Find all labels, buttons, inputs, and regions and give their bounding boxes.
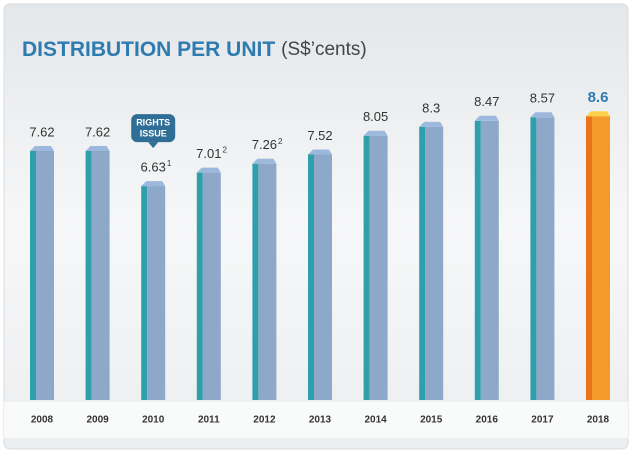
x-tick-label: 2012 (253, 415, 276, 426)
bar (147, 186, 166, 400)
bar-cap (586, 111, 610, 117)
bar (369, 135, 388, 400)
bar-cap (85, 145, 110, 151)
bar-cap (474, 115, 499, 121)
x-tick-label: 2016 (476, 415, 499, 426)
bar-side (308, 154, 314, 400)
category-strip (4, 402, 628, 438)
value-label: 7.52 (307, 128, 332, 143)
bar (314, 154, 332, 400)
title: DISTRIBUTION PER UNIT (22, 38, 275, 61)
bar-side (252, 163, 259, 400)
annotation-box (131, 114, 176, 143)
annotation-text: RIGHTS (136, 117, 170, 127)
bar (480, 120, 499, 401)
chart-title: DISTRIBUTION PER UNIT (S$’cents) (22, 38, 367, 61)
x-tick-label: 2009 (86, 415, 109, 426)
bar-cap (530, 112, 555, 118)
bar-side (30, 150, 36, 400)
bar (91, 150, 110, 400)
bar-cap (419, 121, 444, 127)
bar-side (586, 116, 592, 400)
x-tick-label: 2008 (31, 415, 54, 426)
bar-cap (308, 149, 332, 155)
bar (425, 126, 444, 400)
value-label: 7.26 (252, 137, 277, 152)
bar-cap (30, 145, 54, 151)
footnote-mark: 2 (278, 137, 283, 146)
value-label: 8.05 (363, 109, 388, 124)
bar-side (363, 135, 370, 400)
bar (258, 163, 277, 400)
x-tick-label: 2015 (420, 415, 443, 426)
bar-side (419, 126, 426, 400)
x-tick-label: 2014 (364, 415, 387, 426)
x-tick-label: 2017 (531, 415, 554, 426)
bar-cap (196, 167, 221, 173)
bar-side (474, 120, 481, 401)
bar-cap (363, 130, 388, 136)
footnote-mark: 2 (222, 146, 227, 155)
bar-side (85, 150, 92, 400)
x-tick-label: 2011 (198, 415, 220, 426)
value-label: 8.47 (474, 94, 499, 109)
bar (592, 116, 610, 400)
value-label: 8.57 (530, 91, 555, 106)
value-label: 7.62 (85, 124, 110, 139)
annotation-text: ISSUE (140, 128, 167, 138)
value-label: 6.63 (141, 160, 166, 175)
bar-side (141, 186, 148, 400)
x-tick-label: 2013 (309, 415, 332, 426)
footnote-mark: 1 (167, 159, 172, 168)
bar (36, 150, 54, 400)
unit: (S$’cents) (281, 39, 367, 60)
x-tick-label: 2018 (587, 415, 610, 426)
value-label: 8.6 (588, 89, 609, 106)
value-label: 7.01 (196, 146, 221, 161)
bar-cap (252, 158, 277, 164)
bar (202, 172, 221, 400)
bar-cap (141, 181, 166, 187)
bar-side (196, 172, 203, 400)
value-label: 7.62 (29, 124, 54, 139)
bar (536, 117, 555, 400)
value-label: 8.3 (422, 100, 440, 115)
bar-side (530, 117, 537, 400)
annotation-pointer (148, 142, 159, 149)
x-tick-label: 2010 (142, 415, 165, 426)
